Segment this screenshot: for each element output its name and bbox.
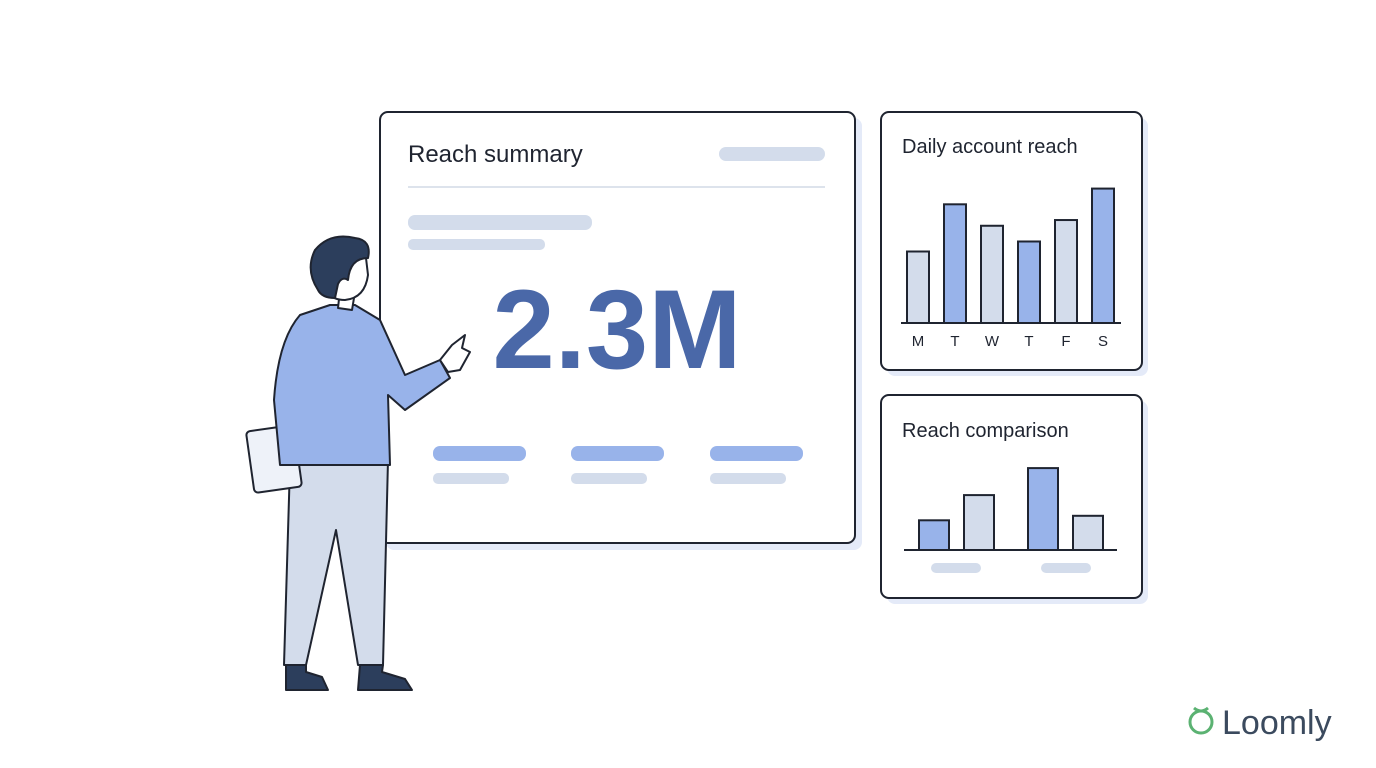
placeholder xyxy=(408,239,545,250)
bar xyxy=(980,224,1004,324)
bar xyxy=(1027,467,1059,552)
placeholder xyxy=(433,473,509,484)
brand-icon xyxy=(1188,709,1214,735)
placeholder xyxy=(1041,563,1091,573)
bar xyxy=(1017,240,1041,325)
metric: 2.3M xyxy=(493,267,742,392)
placeholder xyxy=(408,215,592,230)
placeholder xyxy=(571,446,664,461)
bar xyxy=(1091,187,1115,324)
placeholder xyxy=(931,563,981,573)
bar xyxy=(918,519,950,551)
x-tick-label: T xyxy=(1024,333,1033,350)
card-title: Reach summary xyxy=(408,141,583,168)
card-title: Reach comparison xyxy=(902,420,1069,442)
x-tick-label: F xyxy=(1061,333,1070,350)
bar xyxy=(943,203,967,324)
x-tick-label: M xyxy=(912,333,925,350)
card-title: Daily account reach xyxy=(902,136,1078,158)
placeholder xyxy=(433,446,526,461)
bar xyxy=(1054,219,1078,324)
x-tick-label: W xyxy=(985,333,1000,350)
placeholder xyxy=(719,147,825,161)
x-tick-label: T xyxy=(950,333,959,350)
brand: Loomly xyxy=(1222,704,1332,742)
person xyxy=(245,235,471,691)
x-tick-label: S xyxy=(1098,333,1108,350)
bar xyxy=(906,250,930,324)
placeholder xyxy=(710,473,786,484)
bar xyxy=(1072,514,1104,551)
placeholder xyxy=(710,446,803,461)
bar xyxy=(963,494,995,552)
comparison-chart xyxy=(918,467,1104,552)
brand-icon xyxy=(1193,706,1209,713)
placeholder xyxy=(571,473,647,484)
